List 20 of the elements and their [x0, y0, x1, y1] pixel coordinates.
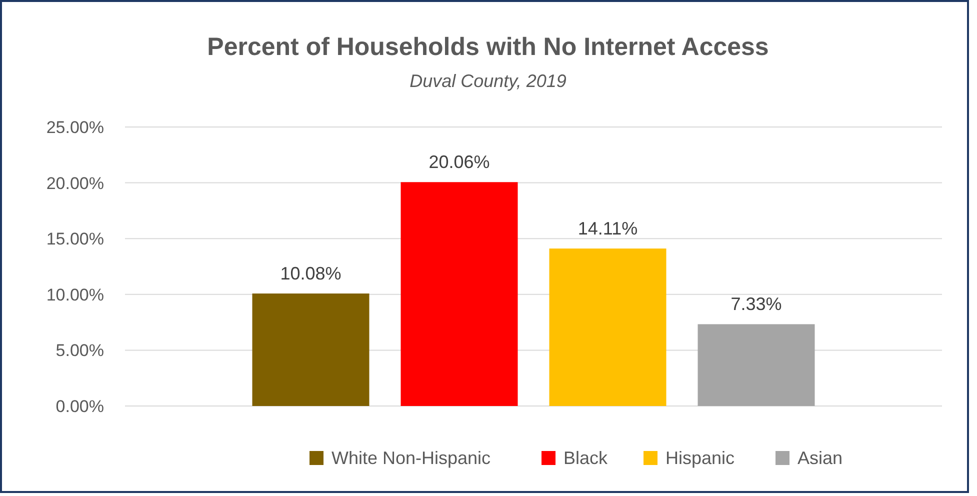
- bar: [549, 248, 666, 406]
- data-label: 10.08%: [280, 264, 342, 284]
- chart-subtitle: Duval County, 2019: [410, 71, 566, 91]
- legend-label: White Non-Hispanic: [332, 448, 491, 468]
- y-tick-label: 15.00%: [46, 230, 104, 249]
- chart-title: Percent of Households with No Internet Access: [207, 33, 769, 61]
- y-tick-label: 25.00%: [46, 118, 104, 137]
- bar: [252, 294, 370, 406]
- bar: [400, 182, 518, 406]
- legend-label: Asian: [798, 448, 843, 468]
- data-label: 7.33%: [730, 294, 782, 314]
- y-tick-label: 5.00%: [56, 341, 104, 360]
- y-tick-label: 10.00%: [46, 285, 104, 304]
- data-label: 20.06%: [428, 152, 490, 172]
- y-tick-label: 20.00%: [46, 174, 104, 193]
- legend-label: Hispanic: [666, 448, 735, 468]
- data-label: 14.11%: [578, 218, 638, 239]
- bar: [698, 324, 815, 406]
- y-tick-label: 0.00%: [56, 397, 104, 416]
- legend-label: Black: [564, 448, 609, 468]
